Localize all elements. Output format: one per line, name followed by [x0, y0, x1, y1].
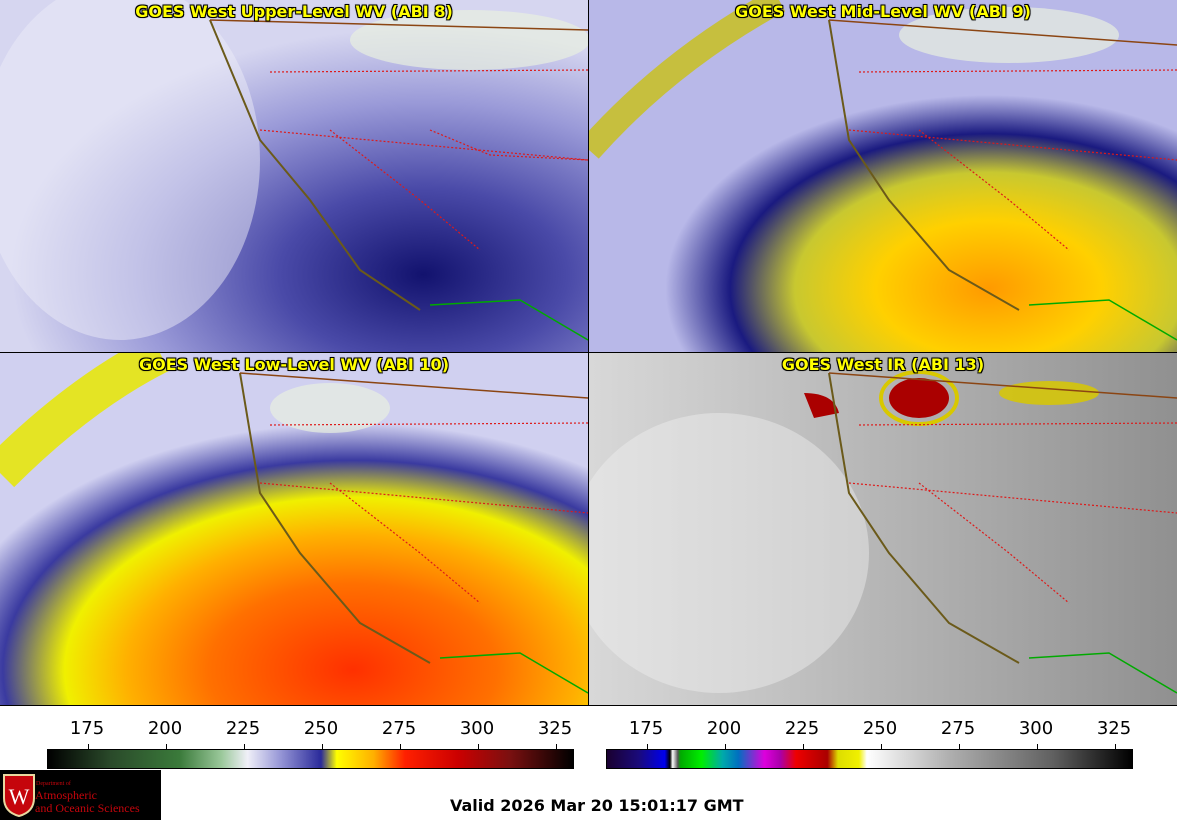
panel-divider-horizontal: [0, 352, 1177, 353]
panel-title: GOES West Mid-Level WV (ABI 9): [735, 2, 1031, 21]
tick-label: 225: [784, 718, 820, 739]
panel-frame-bottom: [0, 705, 1177, 706]
low-wv-image: [0, 353, 588, 705]
colorbar-tick: [1115, 744, 1116, 750]
tick-label: 325: [537, 718, 573, 739]
colorbar-tick: [1037, 744, 1038, 750]
colorbar-tick: [959, 744, 960, 750]
svg-text:W: W: [9, 784, 30, 809]
colorbar-tick: [322, 744, 323, 750]
colorbar-tick: [88, 744, 89, 750]
tick-label: 225: [225, 718, 261, 739]
tick-label: 275: [381, 718, 417, 739]
ir-colorbar: [606, 744, 1133, 769]
colorbar-tick: [725, 744, 726, 750]
wv-colorbar: [47, 744, 574, 769]
uw-crest-icon: W: [3, 774, 35, 818]
ir-colorbar-labels: 175 200 225 250 275 300 325: [606, 714, 1131, 744]
colorbar-tick: [647, 744, 648, 750]
wv-colorbar-labels: 175 200 225 250 275 300 325: [47, 714, 572, 744]
panel-title: GOES West Upper-Level WV (ABI 8): [135, 2, 453, 21]
tick-label: 200: [706, 718, 742, 739]
ir-image: [589, 353, 1177, 705]
logo-line3: and Oceanic Sciences: [35, 801, 140, 815]
tick-label: 275: [940, 718, 976, 739]
logo-line2: Atmospheric: [35, 788, 97, 802]
colorbar-tick: [556, 744, 557, 750]
logo-line1: Department of: [36, 781, 71, 787]
tick-label: 175: [628, 718, 664, 739]
upper-wv-image: [0, 0, 588, 352]
colorbar-tick: [244, 744, 245, 750]
panel-low-level-wv: GOES West Low-Level WV (ABI 10): [0, 353, 588, 705]
panel-title: GOES West Low-Level WV (ABI 10): [138, 355, 449, 374]
colorbar-tick: [478, 744, 479, 750]
colorbar-tick: [166, 744, 167, 750]
colorbar-tick: [400, 744, 401, 750]
panel-title: GOES West IR (ABI 13): [781, 355, 985, 374]
tick-label: 250: [303, 718, 339, 739]
tick-label: 325: [1096, 718, 1132, 739]
tick-label: 250: [862, 718, 898, 739]
tick-label: 175: [69, 718, 105, 739]
colorbar-tick: [881, 744, 882, 750]
colorbar-tick: [803, 744, 804, 750]
aos-logo[interactable]: W Department of Atmospheric and Oceanic …: [0, 770, 161, 820]
panel-ir: GOES West IR (ABI 13): [589, 353, 1177, 705]
mid-wv-image: [589, 0, 1177, 352]
valid-time: Valid 2026 Mar 20 15:01:17 GMT: [450, 796, 744, 815]
tick-label: 300: [1018, 718, 1054, 739]
tick-label: 300: [459, 718, 495, 739]
panel-mid-level-wv: GOES West Mid-Level WV (ABI 9): [589, 0, 1177, 352]
tick-label: 200: [147, 718, 183, 739]
panel-upper-level-wv: GOES West Upper-Level WV (ABI 8): [0, 0, 588, 352]
